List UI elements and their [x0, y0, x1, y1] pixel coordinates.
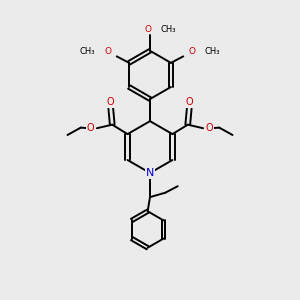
Text: O: O: [87, 123, 94, 133]
Text: N: N: [146, 168, 154, 178]
Text: O: O: [188, 46, 195, 56]
Text: O: O: [206, 123, 213, 133]
Text: CH₃: CH₃: [205, 46, 220, 56]
Text: O: O: [107, 97, 115, 107]
Text: CH₃: CH₃: [80, 46, 95, 56]
Text: CH₃: CH₃: [160, 25, 176, 34]
Text: O: O: [185, 97, 193, 107]
Text: O: O: [105, 46, 112, 56]
Text: O: O: [144, 25, 151, 34]
